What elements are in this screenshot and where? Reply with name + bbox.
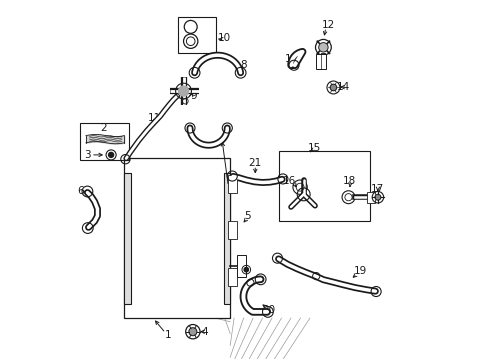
Text: 13: 13 [284,54,297,64]
Bar [366,192,374,203]
Text: 9: 9 [190,91,197,101]
Text: 10: 10 [218,33,231,43]
Text: 15: 15 [307,143,321,153]
Bar [228,175,237,193]
Circle shape [318,42,327,52]
Text: 20: 20 [262,305,275,315]
Text: 3: 3 [84,150,91,160]
Circle shape [329,84,336,91]
Text: 18: 18 [342,176,355,186]
Circle shape [374,194,380,200]
Circle shape [108,152,113,157]
Bar [80,123,128,160]
Text: 14: 14 [336,82,349,92]
Text: 12: 12 [322,20,335,30]
Text: 8: 8 [240,60,246,70]
Circle shape [178,86,188,96]
Bar [124,173,131,304]
Text: 2: 2 [101,123,107,133]
Text: 5: 5 [243,211,250,221]
Text: 1: 1 [164,330,171,340]
Bar [228,268,237,286]
Text: 17: 17 [370,184,384,194]
Text: 11: 11 [147,113,161,123]
Text: 7: 7 [227,184,234,194]
Text: 19: 19 [353,266,366,276]
Bar [278,151,369,221]
Bar [178,17,215,53]
Bar [237,255,246,277]
Bar [223,173,230,304]
Circle shape [188,328,196,336]
Bar [316,54,325,69]
Bar [124,158,230,318]
Text: 21: 21 [248,158,262,168]
Text: 6: 6 [77,186,83,197]
Text: 4: 4 [201,327,207,337]
Text: 16: 16 [282,176,295,186]
Bar [228,221,237,239]
Circle shape [244,267,248,272]
